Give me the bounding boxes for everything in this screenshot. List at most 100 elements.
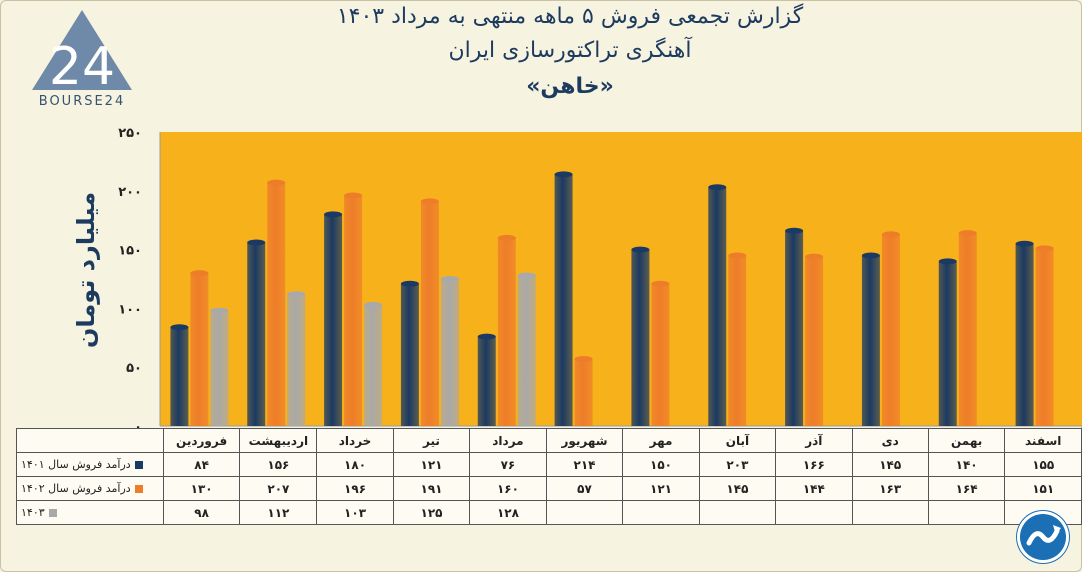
logo-mark: 24 bbox=[49, 37, 115, 97]
table-month-header: اردیبهشت bbox=[239, 428, 318, 453]
table-cell: ۱۹۶ bbox=[316, 476, 394, 501]
bar-cap bbox=[420, 198, 439, 205]
table-cell bbox=[851, 500, 929, 525]
legend-swatch bbox=[134, 461, 143, 469]
bar-1403 bbox=[287, 294, 306, 426]
bar-1403 bbox=[364, 304, 383, 426]
bar-1402 bbox=[497, 237, 516, 426]
bar-1401 bbox=[631, 249, 650, 426]
table-month-header: اسفند bbox=[1004, 428, 1082, 453]
bar-cap bbox=[287, 291, 306, 298]
bar-1401 bbox=[477, 336, 496, 426]
table-cell: ۱۶۳ bbox=[851, 476, 929, 501]
y-tick-label: ۱۰۰ bbox=[118, 302, 142, 317]
bar-cap bbox=[267, 179, 286, 186]
table-cell: ۱۴۵ bbox=[698, 476, 777, 501]
bar-1402 bbox=[574, 358, 593, 426]
bar-cap bbox=[1015, 240, 1034, 247]
bar-cap bbox=[574, 355, 593, 362]
table-month-header: مرداد bbox=[469, 428, 547, 453]
table-month-header: دی bbox=[851, 428, 929, 453]
table-cell: ۱۵۶ bbox=[239, 452, 318, 477]
chart-subtitle: آهنگری تراکتورسازی ایران bbox=[448, 38, 692, 63]
table-month-header: فروردین bbox=[162, 428, 241, 453]
bar-1401 bbox=[324, 214, 343, 426]
table-month-header: آذر bbox=[775, 428, 853, 453]
table-cell: ۱۶۶ bbox=[775, 452, 853, 477]
logo-text: BOURSE24 bbox=[38, 94, 126, 109]
y-tick-label: ۰ bbox=[134, 420, 142, 430]
bar-cap bbox=[477, 333, 496, 340]
legend-swatch bbox=[48, 509, 57, 517]
bar-1402 bbox=[728, 255, 747, 426]
bar-1401 bbox=[1015, 243, 1034, 426]
bar-1401 bbox=[785, 230, 804, 426]
bar-1402 bbox=[958, 233, 977, 426]
table-cell: ۱۵۱ bbox=[1004, 476, 1082, 501]
plot-area bbox=[160, 132, 1082, 426]
table-series-label: درآمد فروش سال ۱۴۰۱ bbox=[16, 452, 164, 477]
table-cell: ۱۶۰ bbox=[469, 476, 547, 501]
bar-1403 bbox=[517, 275, 536, 426]
table-cell: ۸۴ bbox=[162, 452, 241, 477]
table-month-header: تیر bbox=[392, 428, 471, 453]
bar-cap bbox=[517, 272, 536, 279]
bar-1402 bbox=[1035, 248, 1054, 426]
table-cell bbox=[927, 500, 1006, 525]
bar-1402 bbox=[267, 182, 286, 426]
table-cell: ۵۷ bbox=[545, 476, 624, 501]
bar-1402 bbox=[420, 201, 439, 426]
table-cell: ۲۰۷ bbox=[239, 476, 318, 501]
bar-cap bbox=[708, 184, 727, 191]
table-cell bbox=[698, 500, 777, 525]
bar-cap bbox=[631, 246, 650, 253]
bar-cap bbox=[344, 192, 363, 199]
bar-cap bbox=[861, 252, 880, 259]
table-month-header: شهریور bbox=[545, 428, 624, 453]
table-month-header: بهمن bbox=[927, 428, 1006, 453]
table-cell bbox=[775, 500, 853, 525]
legend-label: درآمد فروش سال ۱۴۰۱ bbox=[21, 458, 131, 471]
table-cell: ۲۱۴ bbox=[545, 452, 624, 477]
bar-1401 bbox=[400, 283, 419, 426]
bar-1402 bbox=[881, 234, 900, 426]
bar-cap bbox=[938, 258, 957, 265]
table-cell: ۱۲۱ bbox=[392, 452, 471, 477]
bar-cap bbox=[247, 239, 266, 246]
bar-1402 bbox=[805, 256, 824, 426]
bar-1401 bbox=[708, 187, 727, 426]
bar-cap bbox=[651, 280, 670, 287]
table-cell: ۱۹۱ bbox=[392, 476, 471, 501]
legend-label: درآمد فروش سال ۱۴۰۲ bbox=[21, 482, 131, 495]
bar-1401 bbox=[938, 261, 957, 426]
table-cell: ۱۶۴ bbox=[927, 476, 1006, 501]
table-cell: ۱۴۵ bbox=[851, 452, 929, 477]
bar-cap bbox=[728, 252, 747, 259]
chart-title: گزارش تجمعی فروش ۵ ماهه منتهی به مرداد ۱… bbox=[336, 4, 804, 29]
y-tick-label: ۲۰۰ bbox=[118, 185, 142, 200]
bar-1403 bbox=[210, 310, 229, 426]
table-cell: ۱۳۰ bbox=[162, 476, 241, 501]
table-cell: ۱۱۲ bbox=[239, 500, 318, 525]
bar-cap bbox=[958, 230, 977, 237]
brand-badge-icon bbox=[1020, 514, 1066, 560]
bar-1401 bbox=[554, 174, 573, 426]
bar-cap bbox=[785, 227, 804, 234]
table-cell: ۱۴۴ bbox=[775, 476, 853, 501]
table-series-label: ۱۴۰۳ bbox=[16, 500, 164, 525]
y-tick-label: ۱۵۰ bbox=[118, 244, 142, 259]
y-tick-label: ۵۰ bbox=[126, 361, 142, 376]
bar-cap bbox=[881, 231, 900, 238]
bar-cap bbox=[324, 211, 343, 218]
table-cell bbox=[622, 500, 700, 525]
bar-cap bbox=[364, 301, 383, 308]
chart-ticker: «خاهن» bbox=[526, 74, 614, 99]
table-cell: ۱۵۵ bbox=[1004, 452, 1082, 477]
bourse24-logo: 24 bbox=[32, 10, 132, 97]
bar-cap bbox=[497, 234, 516, 241]
legend-label: ۱۴۰۳ bbox=[21, 506, 45, 519]
bar-1401 bbox=[861, 255, 880, 426]
bar-1402 bbox=[651, 283, 670, 426]
bar-1401 bbox=[170, 327, 189, 426]
table-corner bbox=[16, 428, 164, 453]
